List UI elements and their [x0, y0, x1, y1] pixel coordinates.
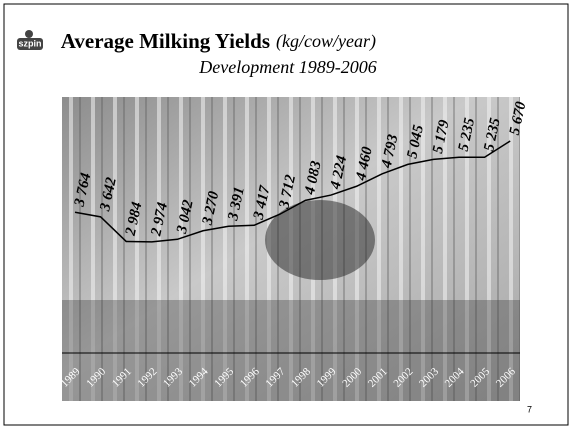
chart-subtitle: Development 1989-2006: [198, 57, 376, 77]
chart-title: Average Milking Yields: [61, 29, 270, 53]
logo-text: szpin: [18, 38, 41, 48]
photo: [62, 97, 520, 401]
title-unit: (kg/cow/year): [276, 31, 376, 52]
page-number: 7: [527, 404, 532, 414]
slide: szpin Average Milking Yields (kg/cow/yea…: [0, 0, 573, 430]
